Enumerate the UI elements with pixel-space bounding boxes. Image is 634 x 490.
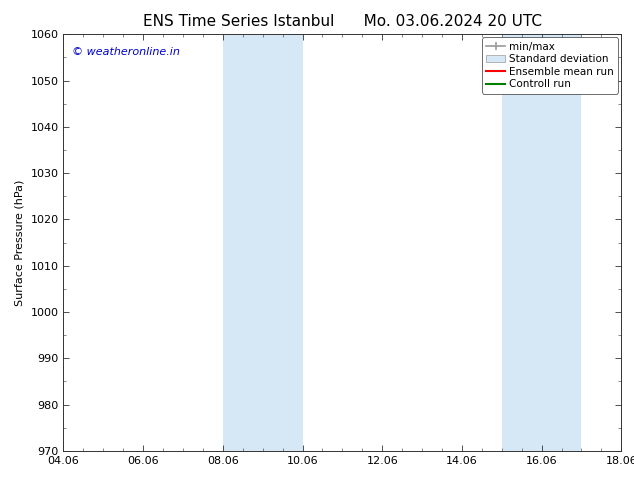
Legend: min/max, Standard deviation, Ensemble mean run, Controll run: min/max, Standard deviation, Ensemble me… [482,37,618,94]
Bar [501,34,581,451]
Text: © weatheronline.in: © weatheronline.in [72,47,179,57]
Y-axis label: Surface Pressure (hPa): Surface Pressure (hPa) [15,179,25,306]
Bar [223,34,302,451]
Title: ENS Time Series Istanbul      Mo. 03.06.2024 20 UTC: ENS Time Series Istanbul Mo. 03.06.2024 … [143,14,542,29]
